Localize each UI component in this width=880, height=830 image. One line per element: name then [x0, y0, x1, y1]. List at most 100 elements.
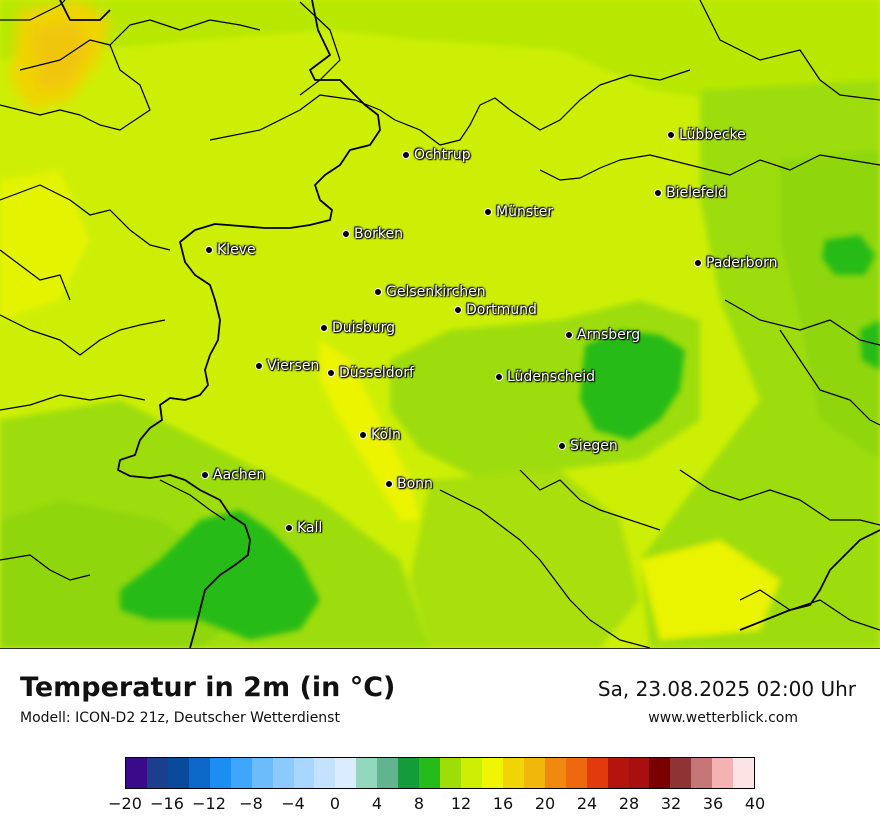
city-marker[interactable]: Siegen [558, 438, 618, 454]
city-marker[interactable]: Arnsberg [565, 327, 640, 343]
city-marker[interactable]: Paderborn [694, 255, 777, 271]
city-name: Duisburg [332, 320, 395, 336]
colorbar-segment [461, 758, 482, 788]
city-dot-icon [385, 480, 393, 488]
temperature-field [0, 0, 880, 648]
map-title: Temperatur in 2m (in °C) [20, 672, 396, 703]
colorbar-tick-label: 0 [329, 794, 341, 813]
colorbar-segment [481, 758, 503, 788]
city-marker[interactable]: Bielefeld [654, 185, 727, 201]
temperature-map[interactable]: Ochtrup Lübbecke Bielefeld Münster Borken Kle… [0, 0, 880, 649]
colorbar-segment [335, 758, 357, 788]
colorbar-segment [440, 758, 461, 788]
city-dot-icon [667, 131, 675, 139]
colorbar-segment [188, 758, 210, 788]
city-dot-icon [402, 151, 410, 159]
colorbar-segment [146, 758, 168, 788]
city-name: Lüdenscheid [507, 369, 596, 385]
city-marker[interactable]: Duisburg [320, 320, 395, 336]
colorbar-segment [419, 758, 441, 788]
city-marker[interactable]: Lüdenscheid [495, 369, 595, 385]
city-dot-icon [454, 306, 462, 314]
colorbar-segment [586, 758, 608, 788]
city-marker[interactable]: Köln [359, 427, 401, 443]
city-marker[interactable]: Dortmund [454, 302, 537, 318]
colorbar-segment [544, 758, 566, 788]
colorbar-segment [230, 758, 252, 788]
colorbar-segment [649, 758, 671, 788]
city-dot-icon [255, 362, 263, 370]
colorbar-tick-label: 16 [492, 794, 514, 813]
city-name: Siegen [570, 438, 618, 454]
city-dot-icon [565, 331, 573, 339]
city-marker[interactable]: Viersen [255, 358, 319, 374]
colorbar-segment [565, 758, 587, 788]
city-marker[interactable]: Borken [342, 226, 403, 242]
city-name: Viersen [267, 358, 320, 374]
city-name: Dortmund [466, 302, 537, 318]
city-dot-icon [694, 259, 702, 267]
colorbar-tick-label: 36 [702, 794, 724, 813]
city-marker[interactable]: Aachen [201, 467, 265, 483]
colorbar-tick-label: −8 [239, 794, 263, 813]
colorbar-segment [377, 758, 399, 788]
website-link[interactable]: www.wetterblick.com [648, 710, 798, 726]
colorbar-tick-label: −16 [150, 794, 184, 813]
city-name: Kleve [217, 242, 256, 258]
city-marker[interactable]: Gelsenkirchen [374, 284, 486, 300]
city-name: Ochtrup [414, 147, 471, 163]
city-marker[interactable]: Ochtrup [402, 147, 471, 163]
city-name: Borken [354, 226, 404, 242]
model-info: Modell: ICON-D2 21z, Deutscher Wetterdie… [20, 710, 340, 726]
city-dot-icon [285, 524, 293, 532]
city-name: Aachen [213, 467, 266, 483]
colorbar-tick-label: 24 [576, 794, 598, 813]
colorbar-tick-label: −4 [281, 794, 305, 813]
city-name: Bonn [397, 476, 433, 492]
city-marker[interactable]: Bonn [385, 476, 433, 492]
colorbar-tick-label: 32 [660, 794, 682, 813]
temperature-colorbar [125, 757, 755, 789]
colorbar-segment [272, 758, 294, 788]
city-dot-icon [558, 442, 566, 450]
city-dot-icon [359, 431, 367, 439]
colorbar-segment [607, 758, 629, 788]
colorbar-tick-label: 12 [450, 794, 472, 813]
city-dot-icon [320, 324, 328, 332]
colorbar-segment [209, 758, 231, 788]
forecast-datetime: Sa, 23.08.2025 02:00 Uhr [597, 677, 856, 701]
colorbar-segment [733, 758, 755, 788]
city-marker[interactable]: Lübbecke [667, 127, 746, 143]
city-name: Bielefeld [666, 185, 727, 201]
city-dot-icon [205, 246, 213, 254]
colorbar-tick-label: 20 [534, 794, 556, 813]
colorbar-segment [712, 758, 734, 788]
city-marker[interactable]: Düsseldorf [327, 365, 414, 381]
city-dot-icon [342, 230, 350, 238]
colorbar-tick-label: 28 [618, 794, 640, 813]
colorbar-segment [251, 758, 273, 788]
colorbar-segment [628, 758, 650, 788]
colorbar-tick-label: 4 [371, 794, 383, 813]
colorbar-tick-label: −20 [108, 794, 142, 813]
colorbar-segment [398, 758, 420, 788]
city-dot-icon [484, 208, 492, 216]
colorbar-segment [126, 758, 147, 788]
city-marker[interactable]: Kall [285, 520, 322, 536]
city-name: Gelsenkirchen [386, 284, 486, 300]
colorbar-tick-label: −12 [192, 794, 226, 813]
city-name: Arnsberg [577, 327, 641, 343]
colorbar-segment [293, 758, 315, 788]
city-name: Münster [496, 204, 553, 220]
city-dot-icon [654, 189, 662, 197]
colorbar-segment [502, 758, 524, 788]
colorbar-segment [670, 758, 692, 788]
city-name: Paderborn [706, 255, 778, 271]
colorbar-segment [167, 758, 189, 788]
colorbar-ticks: −20 −16 −12 −8 −4 0 4 8 12 16 20 24 28 32 36 40 [0, 794, 880, 818]
city-dot-icon [327, 369, 335, 377]
city-dot-icon [201, 471, 209, 479]
colorbar-tick-label: 8 [413, 794, 425, 813]
city-marker[interactable]: Kleve [205, 242, 256, 258]
city-marker[interactable]: Münster [484, 204, 553, 220]
